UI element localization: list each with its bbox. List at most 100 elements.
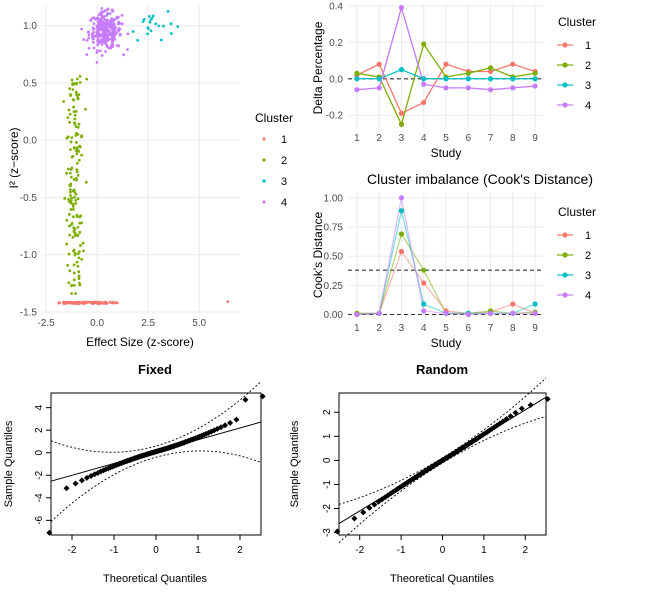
scatter-point-cluster-4 <box>96 16 99 20</box>
delta-panel: -0.2 0.0 0.2 0.4 1 2 3 4 5 6 7 8 9 Study Delta Perc… <box>311 1 596 160</box>
scatter-point-cluster-4 <box>97 27 101 31</box>
scatter-point-cluster-2 <box>70 221 74 225</box>
qf-y-tick-label: 4 <box>34 404 45 410</box>
scatter-point-cluster-2 <box>74 90 78 94</box>
scatter-point-cluster-4 <box>106 12 109 15</box>
scatter-point-cluster-2 <box>78 283 82 287</box>
ck-point-series-4 <box>532 310 538 316</box>
dl-x-tick-label: 2 <box>376 133 382 144</box>
qq-random-y-ticks: -3 -2 -1 0 1 2 <box>322 409 339 537</box>
dl-point-series-3 <box>421 76 427 82</box>
scatter-point-cluster-2 <box>70 136 74 140</box>
ck-point-series-1 <box>421 280 427 286</box>
scatter-y-tick-label: 0.0 <box>23 136 37 147</box>
scatter-point-cluster-4 <box>120 22 124 26</box>
dl-y-tick-label: 0.2 <box>329 38 343 49</box>
ck-point-series-4 <box>465 311 471 318</box>
scatter-point-cluster-2 <box>75 131 78 135</box>
ck-point-series-4 <box>421 308 427 314</box>
scatter-point-cluster-2 <box>66 116 70 120</box>
scatter-point-cluster-4 <box>96 49 99 53</box>
scatter-point-cluster-2 <box>69 194 72 197</box>
scatter-point-cluster-2 <box>76 97 80 101</box>
scatter-point-cluster-2 <box>68 269 72 273</box>
scatter-point-cluster-4 <box>101 35 105 38</box>
cook-panel: Cluster imbalance (Cook's Distance) 0.00… <box>311 171 596 350</box>
scatter-point-cluster-2 <box>71 215 75 219</box>
dl-point-series-2 <box>354 70 360 76</box>
scatter-point-cluster-4 <box>100 54 104 57</box>
scatter-point-cluster-4 <box>91 40 95 44</box>
qf-qq-point <box>78 477 85 484</box>
scatter-point-cluster-2 <box>71 154 75 158</box>
scatter-point-cluster-4 <box>118 32 122 36</box>
delta-legend-title: Cluster <box>558 15 596 29</box>
qr-qq-point <box>527 402 534 409</box>
dl-point-series-4 <box>532 83 538 89</box>
scatter-point-cluster-2 <box>79 244 82 247</box>
dl-point-series-2 <box>465 70 471 76</box>
qf-x-tick-label: 0 <box>153 545 159 556</box>
scatter-point-cluster-4 <box>96 20 100 24</box>
scatter-x-tick-label: 0.0 <box>90 318 104 329</box>
qr-confidence-band <box>338 377 547 505</box>
scatter-point-cluster-2 <box>65 171 68 175</box>
scatter-point-cluster-2 <box>73 113 77 117</box>
scatter-point-cluster-2 <box>69 190 72 194</box>
ck-legend-label-4: 4 <box>585 290 591 302</box>
ck-legend-label-1: 1 <box>585 230 591 242</box>
scatter-point-cluster-4 <box>111 9 115 13</box>
dl-x-tick-label: 8 <box>510 133 516 144</box>
scatter-point-cluster-4 <box>126 32 130 36</box>
scatter-point-cluster-4 <box>80 27 84 31</box>
scatter-point-cluster-2 <box>66 167 70 171</box>
scatter-point-cluster-4 <box>101 19 105 23</box>
qr-x-tick-label: -1 <box>397 545 406 556</box>
scatter-point-cluster-2 <box>68 188 72 192</box>
scatter-point-cluster-2 <box>75 82 78 86</box>
scatter-point-cluster-3 <box>141 20 145 23</box>
ck-legend-key-1 <box>562 232 568 238</box>
scatter-point-cluster-4 <box>103 40 106 43</box>
ck-point-series-4 <box>487 310 494 316</box>
scatter-point-cluster-2 <box>78 75 82 78</box>
scatter-y-tick-label: 1.0 <box>23 21 37 32</box>
qf-qq-point <box>227 419 234 426</box>
scatter-point-cluster-2 <box>72 263 76 267</box>
scatter-point-cluster-4 <box>106 28 110 32</box>
scatter-legend-label-1: 1 <box>281 134 287 146</box>
scatter-point-cluster-2 <box>77 274 81 278</box>
dl-legend-key-2 <box>562 62 568 68</box>
scatter-point-cluster-2 <box>81 241 85 245</box>
dl-point-series-4 <box>465 85 471 91</box>
scatter-point-cluster-4 <box>126 48 129 51</box>
qr-qq-point <box>371 501 378 508</box>
scatter-point-cluster-2 <box>68 148 72 151</box>
dl-point-series-1 <box>376 61 382 67</box>
scatter-point-cluster-4 <box>106 7 110 11</box>
scatter-point-cluster-2 <box>71 205 75 208</box>
scatter-point-cluster-2 <box>70 292 73 296</box>
qf-y-tick-label: -4 <box>34 493 45 502</box>
dl-x-tick-label: 4 <box>421 133 427 144</box>
scatter-point-cluster-3 <box>176 25 180 28</box>
scatter-point-cluster-4 <box>99 12 103 16</box>
ck-x-tick-label: 1 <box>354 323 360 334</box>
ck-legend-key-3 <box>562 272 568 278</box>
ck-point-series-4 <box>398 195 405 201</box>
scatter-point-cluster-2 <box>71 202 75 206</box>
scatter-point-cluster-2 <box>76 225 80 229</box>
scatter-point-cluster-1 <box>57 301 61 305</box>
qr-qq-point <box>518 405 525 412</box>
qf-qq-point <box>233 416 240 423</box>
cook-x-label: Study <box>431 336 462 350</box>
scatter-point-cluster-4 <box>97 22 101 26</box>
qq-random-x-label: Theoretical Quantiles <box>390 573 494 585</box>
qf-x-tick-label: 2 <box>237 545 243 556</box>
scatter-point-cluster-3 <box>149 29 153 33</box>
scatter-x-ticks: -2.5 0.0 2.5 5.0 <box>37 318 206 329</box>
scatter-point-cluster-4 <box>85 53 89 57</box>
dl-point-series-1 <box>487 68 494 75</box>
dl-point-series-2 <box>398 121 405 127</box>
